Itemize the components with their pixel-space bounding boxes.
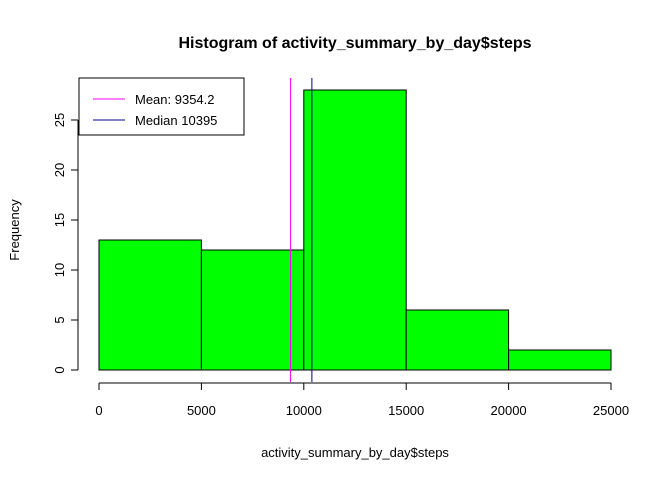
x-axis: 0 5000 10000 15000 20000 25000 [95,382,629,418]
reference-lines-group [290,78,313,382]
legend-label: Median 10395 [135,113,217,128]
y-tick-label: 0 [52,366,67,373]
y-tick-label: 20 [52,163,67,177]
legend-label: Mean: 9354.2 [135,92,215,107]
x-tick-label: 25000 [593,403,629,418]
x-tick-label: 0 [95,403,102,418]
y-tick-label: 15 [52,213,67,227]
y-tick-label: 5 [52,316,67,323]
x-tick-label: 10000 [286,403,322,418]
bars-group [98,89,612,371]
y-axis: 0 5 10 15 20 25 [52,113,79,374]
histogram-bar [303,89,407,371]
y-tick-label: 10 [52,263,67,277]
y-tick-label: 25 [52,113,67,127]
histogram-bar [405,309,510,371]
chart-title: Histogram of activity_summary_by_day$ste… [178,35,531,52]
histogram-bar [98,239,202,371]
legend: Mean: 9354.2 Median 10395 [78,77,245,136]
histogram-bar [508,349,612,371]
histogram-bar [200,249,305,371]
legend-box [78,77,245,136]
y-axis-label: Frequency [7,199,22,261]
x-tick-label: 20000 [491,403,527,418]
x-tick-label: 5000 [187,403,216,418]
x-tick-label: 15000 [388,403,424,418]
x-axis-label: activity_summary_by_day$steps [261,445,449,460]
